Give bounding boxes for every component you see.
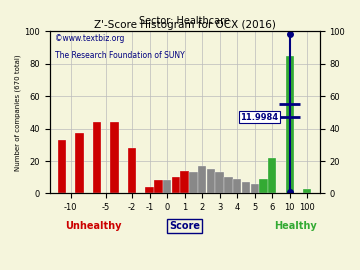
- Text: Score: Score: [169, 221, 200, 231]
- Bar: [145, 187, 154, 194]
- Bar: [216, 172, 224, 194]
- Bar: [128, 148, 136, 194]
- Bar: [111, 122, 119, 194]
- Bar: [189, 172, 198, 194]
- Bar: [93, 122, 101, 194]
- Text: Unhealthy: Unhealthy: [65, 221, 121, 231]
- Bar: [58, 140, 66, 194]
- Text: 11.9984: 11.9984: [240, 113, 278, 122]
- Bar: [154, 180, 163, 194]
- Bar: [75, 133, 84, 194]
- Bar: [303, 188, 311, 194]
- Text: ©www.textbiz.org: ©www.textbiz.org: [55, 35, 125, 43]
- Text: Sector: Healthcare: Sector: Healthcare: [139, 16, 230, 26]
- Bar: [268, 158, 276, 194]
- Bar: [242, 182, 250, 194]
- Y-axis label: Number of companies (670 total): Number of companies (670 total): [15, 54, 22, 171]
- Bar: [251, 184, 259, 194]
- Text: Healthy: Healthy: [274, 221, 317, 231]
- Bar: [259, 179, 268, 194]
- Bar: [207, 169, 215, 194]
- Text: The Research Foundation of SUNY: The Research Foundation of SUNY: [55, 51, 185, 60]
- Bar: [172, 177, 180, 194]
- Bar: [198, 166, 206, 194]
- Bar: [224, 177, 233, 194]
- Bar: [180, 171, 189, 194]
- Bar: [285, 56, 294, 194]
- Bar: [233, 179, 242, 194]
- Bar: [163, 180, 171, 194]
- Title: Z'-Score Histogram for OCX (2016): Z'-Score Histogram for OCX (2016): [94, 21, 275, 31]
